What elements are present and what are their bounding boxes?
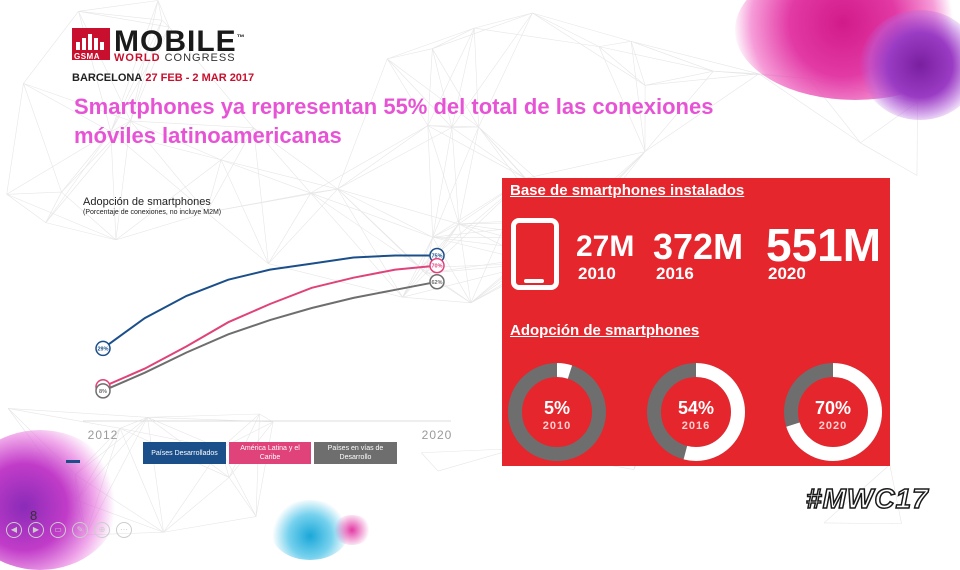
donut-2010: 5% 2010	[507, 362, 607, 462]
donut-2016: 54% 2016	[646, 362, 746, 462]
gsma-grid-icon	[76, 32, 106, 50]
base-year-2020: 2020	[768, 264, 806, 284]
series-1-label-end: 70%	[431, 264, 442, 270]
donut-pct: 54%	[678, 398, 714, 418]
series-line-0	[103, 256, 437, 349]
nav-more-icon[interactable]: ⋯	[116, 522, 132, 538]
nav-zoom-icon[interactable]: ⊕	[94, 522, 110, 538]
donut-year: 2010	[543, 420, 571, 432]
hashtag: #MWC17	[806, 483, 929, 515]
base-value-2010: 27M	[576, 230, 634, 264]
x-tick-label-2012: 2012	[88, 428, 119, 442]
base-value-2016: 372M	[653, 226, 743, 268]
legend-developing-label: Países en vías de Desarrollo	[321, 444, 391, 462]
logo-world-congress: WORLD CONGRESS	[114, 52, 236, 64]
legend-developed: Países Desarrollados	[143, 442, 226, 464]
legend-developing: Países en vías de Desarrollo	[314, 442, 397, 464]
nav-slides-icon[interactable]: ▭	[50, 522, 66, 538]
donut-year: 2016	[682, 420, 710, 432]
donut-year: 2020	[819, 420, 847, 432]
event-dates: BARCELONA 27 FEB - 2 MAR 2017	[72, 72, 254, 84]
base-title: Base de smartphones instalados	[510, 182, 744, 199]
base-year-2010: 2010	[578, 264, 616, 284]
slide-headline: Smartphones ya representan 55% del total…	[74, 92, 714, 150]
gsma-text: GSMA	[74, 52, 100, 61]
adoption-title: Adopción de smartphones	[510, 322, 699, 339]
accent-bar	[66, 460, 80, 463]
page-number: 8	[30, 508, 37, 523]
nav-prev-icon[interactable]: ◀	[6, 522, 22, 538]
series-0-label-start: 29%	[97, 346, 108, 352]
donut-2020: 70% 2020	[783, 362, 883, 462]
legend-latam-label: América Latina y el Caribe	[240, 444, 300, 462]
smartphone-icon-bar	[524, 279, 544, 283]
series-2-label-end: 62%	[431, 280, 442, 286]
slide-nav-controls[interactable]: ◀ ▶ ▭ ✎ ⊕ ⋯	[6, 522, 132, 538]
pink-splash-bottom	[332, 515, 372, 545]
gsma-logo: GSMA	[72, 28, 110, 60]
x-tick-label-2020: 2020	[422, 428, 453, 442]
donut-pct: 70%	[815, 398, 851, 418]
series-2-label-start: 8%	[99, 389, 107, 395]
nav-next-icon[interactable]: ▶	[28, 522, 44, 538]
donut-pct: 5%	[544, 398, 570, 418]
legend-latam: América Latina y el Caribe	[229, 442, 311, 464]
series-line-2	[103, 282, 437, 391]
nav-pen-icon[interactable]: ✎	[72, 522, 88, 538]
legend-developed-label: Países Desarrollados	[151, 449, 218, 458]
base-year-2016: 2016	[656, 264, 694, 284]
